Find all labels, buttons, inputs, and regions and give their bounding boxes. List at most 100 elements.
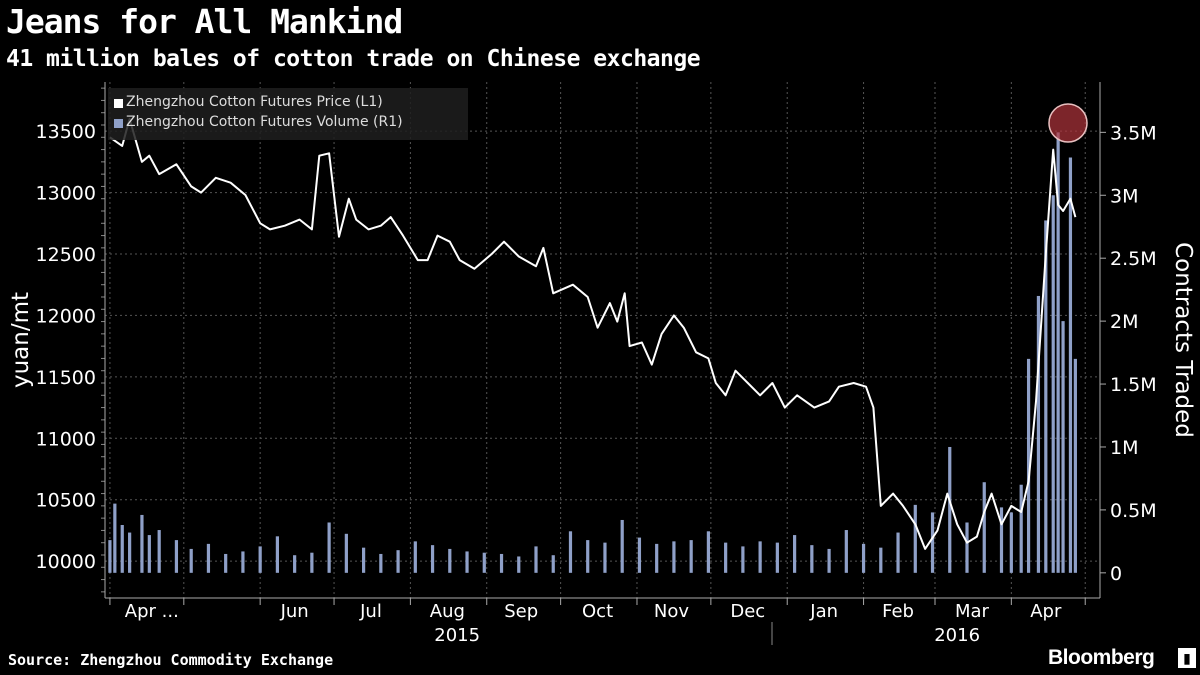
legend-swatch-price (114, 99, 123, 108)
volume-bar (206, 543, 211, 573)
x-month-label: Apr ... (125, 601, 179, 622)
volume-bar (344, 533, 348, 573)
volume-bar (499, 553, 504, 573)
volume-bar (672, 541, 676, 573)
volume-bar (448, 548, 452, 573)
x-month-label: Feb (882, 601, 914, 622)
x-month-label: Oct (582, 601, 613, 622)
axes (101, 82, 1106, 645)
volume-bar (157, 530, 161, 573)
volume-bar (586, 540, 590, 573)
volume-bar (379, 553, 383, 573)
volume-bar (413, 541, 417, 573)
volume-bar (1068, 157, 1073, 573)
volume-bar (810, 545, 814, 573)
volume-bar (655, 543, 659, 573)
y-left-tick-label: 13000 (36, 183, 96, 205)
annotations (1048, 103, 1088, 143)
volume-bar (1051, 195, 1055, 573)
highlight-circle (1048, 103, 1088, 143)
y-right-tick-label: 0 (1110, 563, 1122, 585)
volume-bar (128, 532, 132, 573)
volume-bar (465, 551, 469, 573)
x-year-label: 2016 (934, 625, 980, 646)
legend: Zhengzhou Cotton Futures Price (L1) Zhen… (108, 88, 468, 140)
volume-bar (362, 547, 366, 573)
volume-bar (775, 542, 779, 573)
brand-logo-text: Bloomberg (1048, 646, 1155, 669)
bloomberg-terminal-icon: ▮ (1178, 648, 1196, 668)
y-left-tick-label: 11500 (36, 367, 96, 389)
volume-bar (275, 536, 280, 573)
volume-bar (999, 507, 1004, 573)
legend-label-volume: Zhengzhou Cotton Futures Volume (R1) (126, 114, 403, 130)
volume-bar (637, 537, 642, 573)
volume-bar (120, 525, 124, 573)
volume-bar (189, 548, 193, 573)
volume-bar (1073, 358, 1077, 573)
x-month-label: Aug (430, 601, 465, 622)
volume-bar (113, 503, 117, 573)
volume-bar (1026, 358, 1031, 573)
volume-bar (140, 514, 144, 573)
source-note: Source: Zhengzhou Commodity Exchange (8, 651, 334, 669)
volume-bar (758, 541, 762, 573)
y-right-axis-title: Contracts Traded (1170, 242, 1196, 438)
volume-bar (534, 546, 538, 573)
tick-labels: 10000 10500 11000 11500 12000 12500 13000 13500… (8, 121, 1196, 646)
y-left-tick-label: 13500 (36, 121, 96, 143)
y-right-tick-label: 1.5M (1110, 374, 1157, 396)
x-month-label: Sep (504, 601, 538, 622)
volume-bar (430, 545, 435, 573)
volume-bar (965, 522, 969, 573)
volume-bar (741, 546, 745, 573)
volume-bar (224, 553, 228, 573)
volume-bar (551, 555, 555, 573)
volume-bar (482, 552, 486, 573)
price-line (109, 117, 1077, 550)
volume-bar (861, 543, 866, 573)
chart-title: Jeans for All Mankind (6, 2, 403, 41)
volume-bar (913, 504, 917, 573)
volume-bar (982, 482, 986, 573)
x-month-label: Nov (654, 601, 689, 622)
chart-subtitle: 41 million bales of cotton trade on Chin… (6, 46, 701, 72)
volume-bar (1061, 321, 1065, 573)
volume-bar (1009, 512, 1013, 573)
volume-bar (948, 446, 952, 573)
y-right-tick-label: 3M (1110, 185, 1138, 207)
y-right-tick-label: 1M (1110, 437, 1138, 459)
volume-bar (793, 535, 797, 573)
x-month-label: Apr (1030, 601, 1062, 622)
volume-bar (620, 519, 624, 573)
volume-bar (258, 546, 262, 573)
volume-bar (396, 550, 400, 573)
volume-bar (879, 547, 883, 573)
volume-bar (930, 512, 935, 573)
legend-label-price: Zhengzhou Cotton Futures Price (L1) (126, 94, 383, 110)
price-line-group (109, 117, 1077, 550)
volume-bar (327, 522, 331, 573)
volume-bar (844, 530, 848, 573)
y-left-tick-label: 11000 (36, 428, 96, 450)
volume-bar (147, 535, 151, 573)
volume-bar (706, 531, 711, 573)
y-right-tick-label: 2.5M (1110, 248, 1157, 270)
y-left-tick-label: 12000 (36, 305, 96, 327)
volume-bar (827, 548, 831, 573)
volume-bars (108, 132, 1077, 573)
legend-swatch-volume (114, 119, 123, 128)
y-left-tick-label: 12500 (36, 244, 96, 266)
y-left-tick-label: 10000 (36, 551, 96, 573)
x-month-label: Jul (359, 601, 382, 622)
y-right-tick-label: 0.5M (1110, 500, 1157, 522)
x-month-label: Dec (730, 601, 765, 622)
volume-bar (568, 531, 573, 573)
x-year-label: 2015 (434, 625, 480, 646)
y-left-tick-label: 10500 (36, 490, 96, 512)
y-left-axis-title: yuan/mt (8, 292, 34, 388)
volume-bar (1044, 220, 1048, 573)
volume-bar (1036, 295, 1041, 573)
volume-bar (689, 540, 693, 573)
